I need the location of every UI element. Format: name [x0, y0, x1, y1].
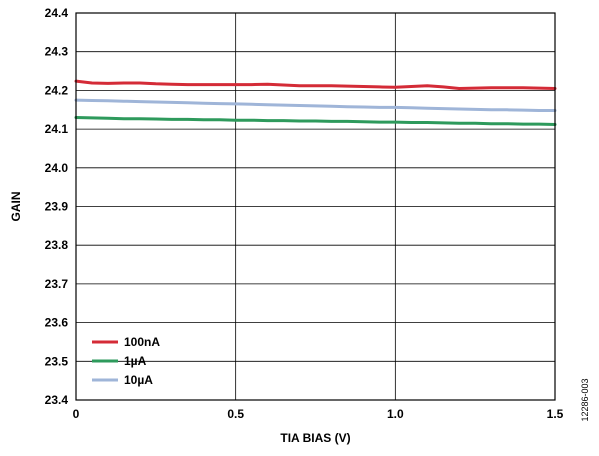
y-tick-labels: 23.4 23.5 23.6 23.7 23.8 23.9 24.0 24.1 24.2 24.3…: [45, 6, 69, 407]
plot-frame: [75, 12, 556, 401]
y-tick-label: 24.4: [45, 6, 69, 20]
grid-lines: [76, 13, 555, 400]
legend: 100nA 1µA 10µA: [92, 335, 160, 387]
y-tick-label: 23.6: [45, 316, 69, 330]
y-axis-label: GAIN: [9, 192, 23, 222]
y-tick-label: 24.3: [45, 45, 69, 59]
series-lines: [74, 79, 557, 126]
legend-label: 10µA: [124, 373, 153, 387]
y-tick-label: 24.2: [45, 83, 69, 97]
y-tick-label: 23.7: [45, 277, 69, 291]
x-axis-label: TIA BIAS (V): [280, 431, 350, 445]
series-line-10µA: [74, 98, 557, 112]
y-tick-label: 23.4: [45, 393, 69, 407]
y-tick-label: 24.0: [45, 161, 69, 175]
x-tick-label: 1.0: [387, 407, 404, 421]
y-tick-label: 24.1: [45, 122, 69, 136]
x-tick-label: 0.5: [227, 407, 244, 421]
y-tick-label: 23.9: [45, 200, 69, 214]
legend-label: 100nA: [124, 335, 160, 349]
legend-label: 1µA: [124, 354, 147, 368]
series-line-1µA: [74, 116, 557, 126]
x-tick-label: 0: [73, 407, 80, 421]
x-tick-label: 1.5: [547, 407, 564, 421]
y-tick-label: 23.8: [45, 238, 69, 252]
series-line-100nA: [74, 79, 557, 90]
figure-code: 12286-003: [580, 378, 590, 421]
x-tick-labels: 0 0.5 1.0 1.5: [73, 407, 564, 421]
y-tick-label: 23.5: [45, 354, 69, 368]
